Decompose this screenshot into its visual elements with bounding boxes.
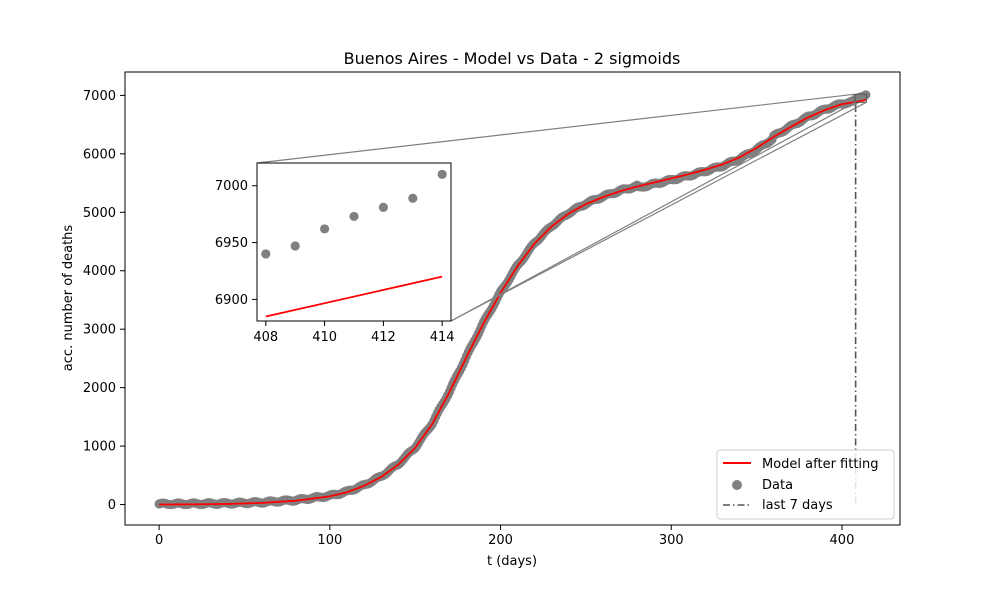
inset-x-ticks: 408 410 412 414 bbox=[253, 321, 455, 345]
inset-data-point bbox=[261, 249, 271, 259]
x-axis-ticks: 0 100 200 300 400 bbox=[155, 525, 854, 548]
connector-line bbox=[256, 93, 856, 164]
y-tick-label: 5000 bbox=[83, 206, 116, 221]
y-tick-label: 4000 bbox=[83, 264, 116, 279]
x-tick-label: 400 bbox=[830, 533, 855, 548]
y-tick-label: 1000 bbox=[83, 440, 116, 455]
inset-y-tick-label: 6900 bbox=[215, 293, 248, 308]
inset-data-point bbox=[378, 202, 388, 212]
legend-label-last7: last 7 days bbox=[762, 498, 833, 513]
inset-model-line bbox=[265, 275, 443, 318]
inset-data-point bbox=[320, 224, 330, 234]
y-axis-ticks: 0 1000 2000 3000 4000 5000 6000 7000 bbox=[83, 89, 125, 513]
inset-data-point bbox=[349, 211, 359, 222]
y-tick-label: 0 bbox=[108, 498, 116, 513]
legend-box bbox=[716, 449, 895, 520]
x-tick-label: 300 bbox=[659, 533, 684, 548]
plot-frame bbox=[124, 71, 901, 526]
inset-x-tick-label: 408 bbox=[253, 330, 278, 345]
inset-y-tick-label: 6950 bbox=[215, 236, 248, 251]
legend: Model after fitting Data last 7 days bbox=[716, 449, 895, 520]
inset-y-ticks: 6900 6950 7000 bbox=[215, 179, 257, 308]
inset-x-tick-label: 410 bbox=[312, 330, 337, 345]
y-axis-label: acc. number of deaths bbox=[61, 225, 76, 372]
inset-data-point bbox=[437, 169, 447, 179]
legend-label-data: Data bbox=[762, 478, 793, 493]
inset-data-point bbox=[290, 241, 300, 251]
inset-x-tick-label: 412 bbox=[371, 330, 396, 345]
x-tick-label: 0 bbox=[155, 533, 163, 548]
y-tick-label: 7000 bbox=[83, 89, 116, 104]
legend-marker-data bbox=[732, 480, 742, 490]
connector-line bbox=[450, 101, 856, 322]
inset-series bbox=[261, 169, 447, 318]
chart-title: Buenos Aires - Model vs Data - 2 sigmoid… bbox=[344, 49, 681, 68]
x-axis-label: t (days) bbox=[487, 554, 537, 569]
main-series bbox=[154, 90, 871, 510]
y-tick-label: 2000 bbox=[83, 381, 116, 396]
zoom-indicator-box bbox=[854, 93, 867, 103]
inset-plot: 408 410 412 414 6900 6950 7000 bbox=[215, 162, 455, 345]
inset-connector-lines bbox=[256, 93, 867, 322]
inset-area bbox=[257, 163, 451, 321]
y-tick-label: 6000 bbox=[83, 147, 116, 162]
x-tick-label: 200 bbox=[488, 533, 513, 548]
x-tick-label: 100 bbox=[317, 533, 342, 548]
legend-label-model: Model after fitting bbox=[762, 457, 879, 472]
model-line bbox=[159, 99, 867, 506]
y-tick-label: 3000 bbox=[83, 323, 116, 338]
inset-data-point bbox=[408, 193, 418, 203]
connector-line bbox=[450, 101, 867, 322]
data-point bbox=[861, 90, 871, 100]
inset-frame bbox=[256, 162, 452, 322]
inset-y-tick-label: 7000 bbox=[215, 179, 248, 194]
inset-x-tick-label: 414 bbox=[430, 330, 455, 345]
